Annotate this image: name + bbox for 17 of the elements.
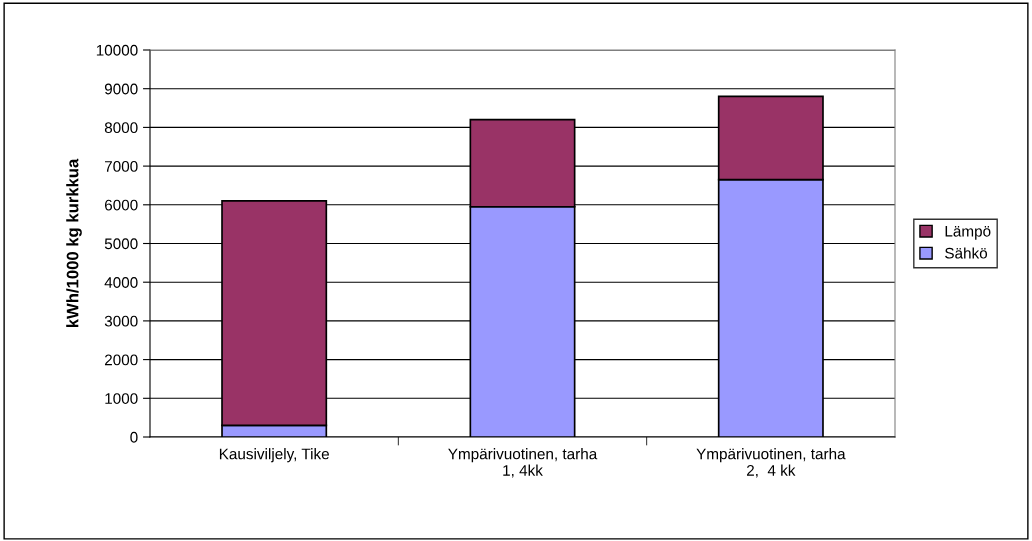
y-tick-label: 7000	[104, 160, 138, 172]
x-tick-label: Ympärivuotinen, tarha 2, 4 kk	[696, 448, 846, 478]
y-tick-label: 8000	[104, 122, 138, 134]
legend-label: Sähkö	[945, 247, 988, 259]
y-tick-label: 1000	[105, 393, 138, 404]
y-axis-title: kWh/1000 kg kurkkua	[66, 158, 82, 328]
y-tick-label: 9000	[104, 83, 138, 95]
x-tick-label: Kausiviljely, Tike	[219, 448, 329, 463]
y-tick-label: 6000	[104, 199, 138, 211]
y-tick-label: 3000	[104, 315, 138, 327]
y-tick-label: 0	[130, 431, 138, 443]
legend-label: Lämpö	[945, 226, 991, 240]
y-tick-label: 10000	[96, 44, 138, 56]
x-tick-label: Ympärivuotinen, tarha 1, 4kk	[448, 448, 598, 478]
y-tick-label: 2000	[104, 354, 138, 366]
y-tick-label: 5000	[104, 238, 138, 250]
y-tick-label: 4000	[104, 277, 138, 288]
